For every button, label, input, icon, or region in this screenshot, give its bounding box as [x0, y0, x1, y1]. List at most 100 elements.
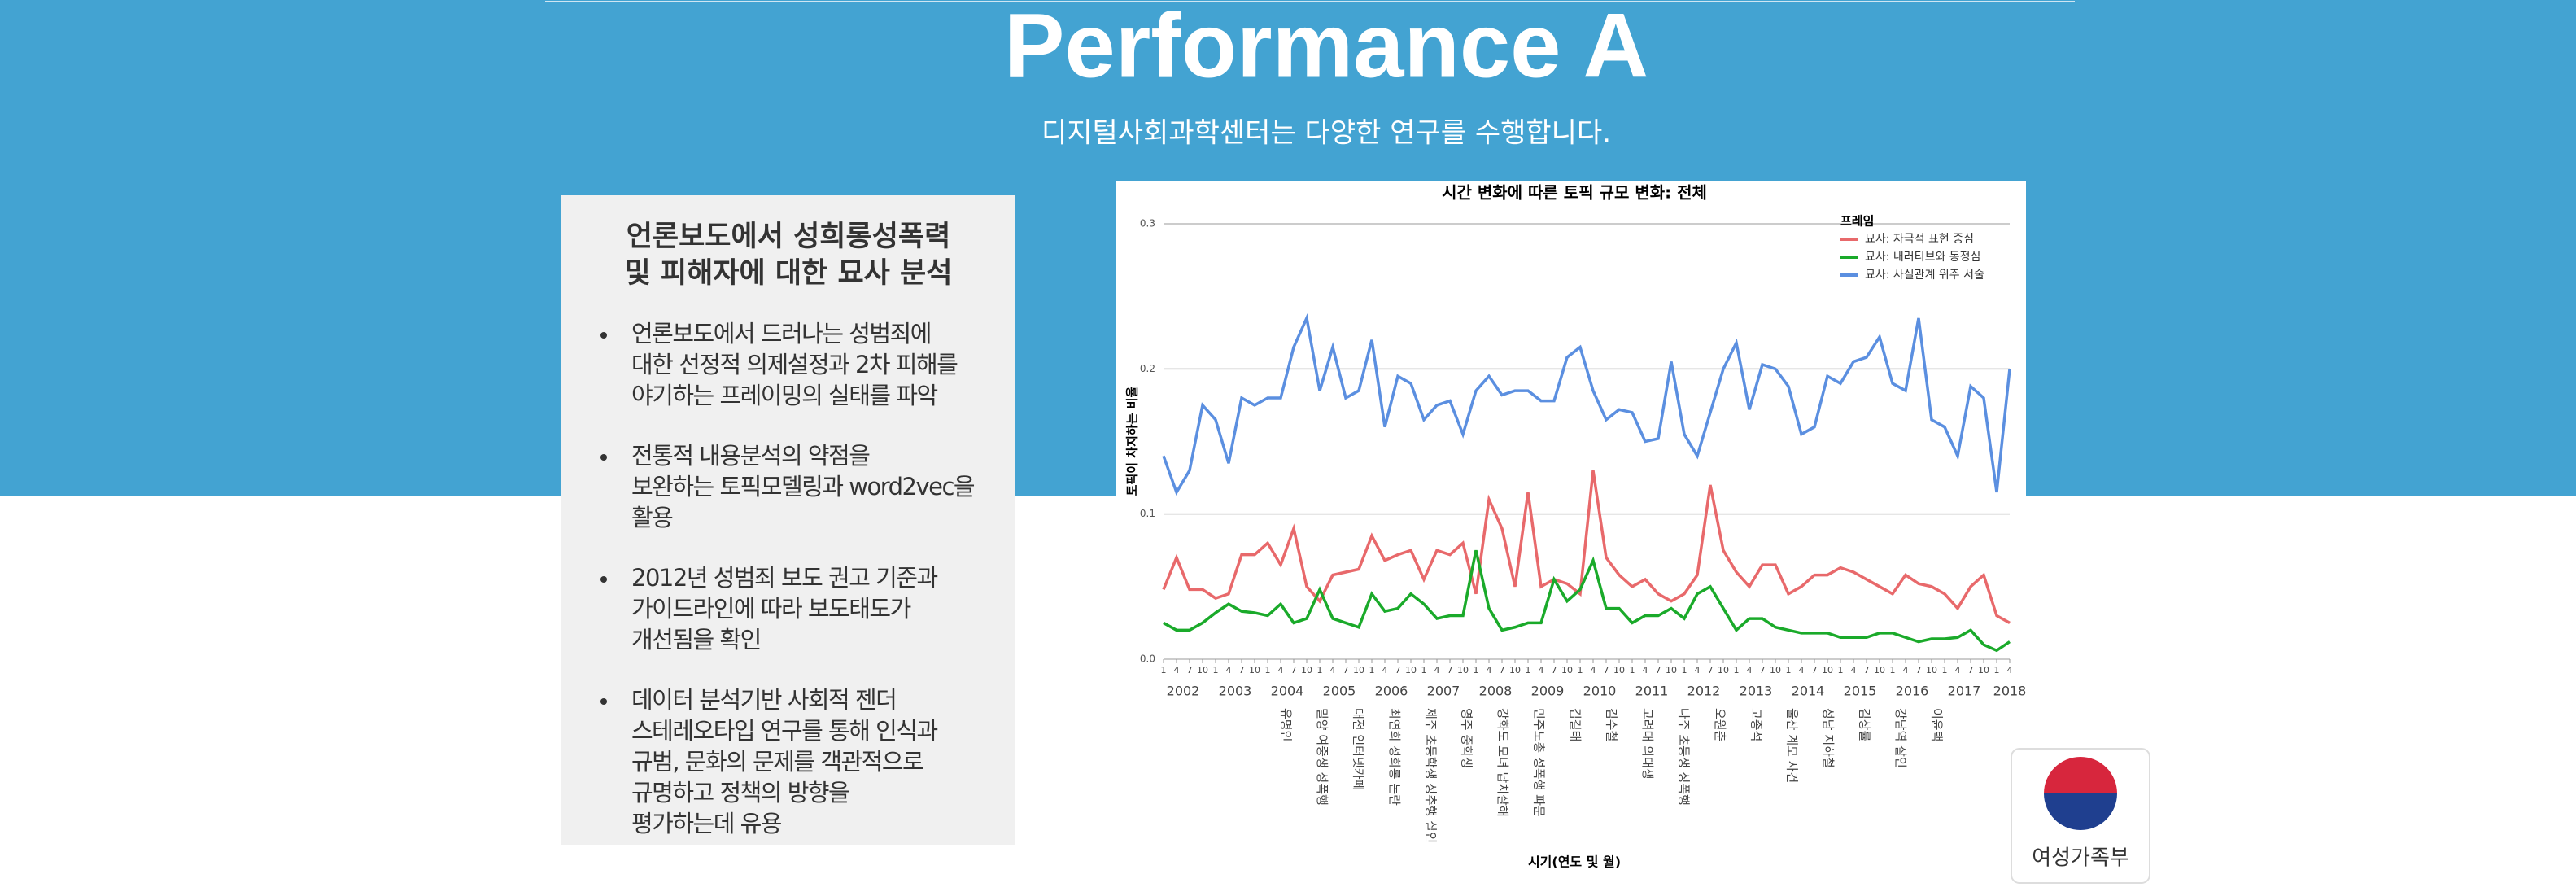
bullet-text: 야기하는 프레이밍의 실태를 파악 — [631, 382, 937, 409]
event-annotation: 성남 지하철 — [1821, 708, 1836, 768]
x-tick-label: 7 — [1187, 665, 1193, 675]
x-tick-label: 1 — [1630, 665, 1635, 675]
x-tick-label: 10 — [1770, 665, 1781, 675]
year-label: 2010 — [1583, 684, 1617, 699]
x-tick-label: 7 — [1500, 665, 1505, 675]
x-tick-label: 4 — [1382, 665, 1388, 675]
logo-label: 여성가족부 — [2032, 846, 2129, 871]
x-tick-label: 10 — [1353, 665, 1364, 675]
x-tick-label: 1 — [1578, 665, 1583, 675]
event-annotation: 대전 인터넷카페 — [1351, 708, 1365, 790]
legend-label: 묘사: 자극적 표현 중심 — [1865, 233, 1974, 246]
x-tick-label: 4 — [1226, 665, 1232, 675]
x-tick-label: 10 — [1561, 665, 1573, 675]
year-label: 2017 — [1948, 684, 1981, 699]
x-tick-label: 7 — [1239, 665, 1245, 675]
x-tick-label: 1 — [1734, 665, 1740, 675]
page-title: Performance A — [1004, 0, 1649, 97]
x-tick-label: 7 — [1968, 665, 1974, 675]
legend-title: 프레임 — [1840, 214, 1874, 229]
x-tick-label: 10 — [1249, 665, 1260, 675]
bullet-text: 규범, 문화의 문제를 객관적으로 — [631, 748, 923, 776]
y-tick-label: 0.2 — [1140, 363, 1155, 374]
x-tick-label: 7 — [1604, 665, 1609, 675]
series-line — [1162, 470, 2011, 624]
x-tick-label: 4 — [1539, 665, 1544, 675]
x-tick-label: 4 — [1643, 665, 1648, 675]
x-tick-label: 10 — [1301, 665, 1312, 675]
x-tick-label: 1 — [1421, 665, 1427, 675]
x-tick-label: 4 — [1330, 665, 1336, 675]
x-tick-label: 10 — [1926, 665, 1937, 675]
event-annotation: 이윤택 — [1930, 708, 1945, 741]
year-label: 2006 — [1375, 684, 1408, 699]
x-tick-label: 7 — [1395, 665, 1401, 675]
year-label: 2013 — [1740, 684, 1773, 699]
year-label: 2003 — [1219, 684, 1252, 699]
year-label: 2009 — [1531, 684, 1565, 699]
event-annotation: 나주 초등생 성폭행 — [1676, 708, 1691, 806]
x-tick-label: 1 — [1786, 665, 1792, 675]
event-annotation: 울산 계모 사건 — [1785, 708, 1800, 783]
legend-label: 묘사: 내러티브와 동정심 — [1865, 251, 1980, 264]
card — [561, 195, 1015, 845]
x-tick-label: 10 — [1457, 665, 1469, 675]
x-tick-label: 1 — [1161, 665, 1167, 675]
event-annotation: 민주노총 성폭행 파문 — [1532, 708, 1547, 817]
card-title: 언론보도에서 성희롱성폭력 — [627, 221, 951, 253]
x-tick-label: 7 — [1447, 665, 1453, 675]
x-tick-label: 4 — [1434, 665, 1440, 675]
event-annotation: 오원춘 — [1713, 708, 1727, 742]
logo-top — [2044, 757, 2117, 793]
x-tick-label: 1 — [1526, 665, 1531, 675]
x-tick-label: 10 — [1405, 665, 1417, 675]
event-annotation: 최연희 성희롱 논란 — [1387, 708, 1402, 806]
event-annotation: 김상률 — [1858, 708, 1872, 742]
x-tick-label: 7 — [1708, 665, 1714, 675]
page-subtitle: 디지털사회과학센터는 다양한 연구를 수행합니다. — [1041, 117, 1611, 150]
bullet-dot — [600, 454, 607, 461]
x-tick-label: 1 — [1474, 665, 1479, 675]
bullet-text: 언론보도에서 드러나는 성범죄에 — [631, 320, 931, 347]
card-title: 및 피해자에 대한 묘사 분석 — [625, 257, 953, 290]
x-tick-label: 4 — [2007, 665, 2013, 675]
x-tick-label: 4 — [1591, 665, 1596, 675]
bullet-dot — [600, 698, 607, 705]
event-annotation: 제주 초등학생 성추행 살인 — [1423, 708, 1438, 843]
bullet-dot — [600, 576, 607, 583]
x-tick-label: 10 — [1718, 665, 1729, 675]
bullet-text: 평가하는데 유용 — [631, 810, 782, 837]
bullet-text: 대한 선정적 의제설정과 2차 피해를 — [631, 351, 958, 378]
x-tick-label: 7 — [1343, 665, 1349, 675]
bullet-text: 규명하고 정책의 방향을 — [631, 779, 849, 806]
year-label: 2007 — [1427, 684, 1460, 699]
bullet-text: 2012년 성범죄 보도 권고 기준과 — [631, 564, 937, 592]
chart-panel — [1116, 181, 2026, 879]
bullet-text: 개선됨을 확인 — [631, 626, 761, 653]
logo-bottom — [2044, 793, 2117, 830]
event-annotation: 강남역 살인 — [1893, 708, 1908, 768]
event-annotation: 김수철 — [1605, 708, 1619, 741]
bullet-dot — [600, 332, 607, 339]
x-tick-label: 1 — [1317, 665, 1323, 675]
y-tick-label: 0.1 — [1140, 508, 1155, 519]
series-line — [1162, 313, 2011, 496]
bullet-text: 데이터 분석기반 사회적 젠더 — [631, 686, 896, 714]
y-tick-label: 0.0 — [1140, 653, 1155, 665]
x-tick-label: 4 — [1487, 665, 1492, 675]
bullet-text: 보완하는 토픽모델링과 word2vec을 — [631, 473, 975, 500]
x-tick-label: 10 — [1613, 665, 1625, 675]
x-tick-label: 4 — [1903, 665, 1909, 675]
year-label: 2014 — [1792, 684, 1825, 699]
x-tick-label: 1 — [1994, 665, 2000, 675]
x-tick-label: 1 — [1838, 665, 1844, 675]
bullet-text: 활용 — [631, 504, 673, 531]
chart-title: 시간 변화에 따른 토픽 규모 변화: 전체 — [1442, 183, 1707, 203]
x-tick-label: 1 — [1942, 665, 1948, 675]
x-tick-label: 7 — [1760, 665, 1766, 675]
event-annotation: 영주 중학생 — [1460, 708, 1474, 768]
year-label: 2012 — [1687, 684, 1721, 699]
x-tick-label: 1 — [1369, 665, 1375, 675]
year-label: 2018 — [1993, 684, 2027, 699]
